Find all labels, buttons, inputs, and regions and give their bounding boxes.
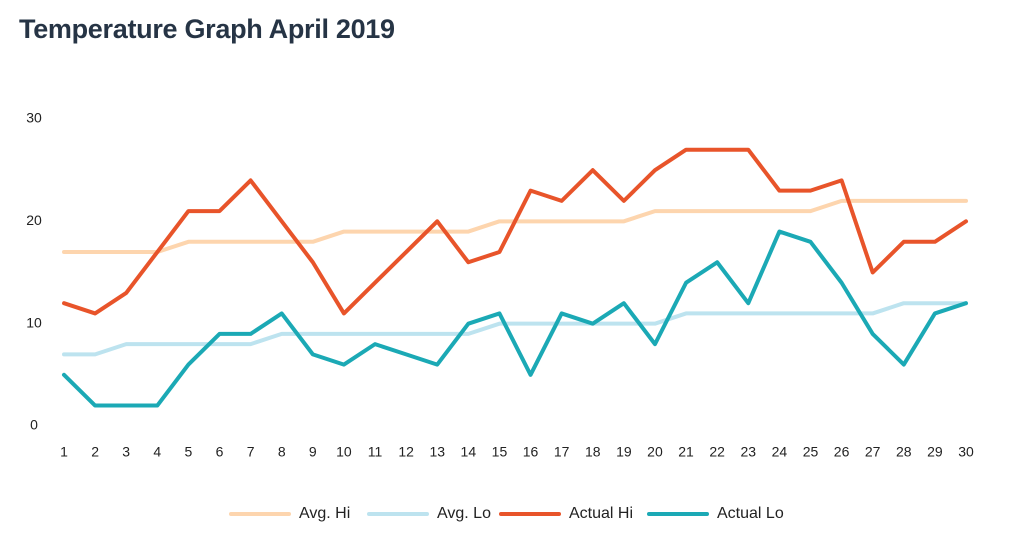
x-tick-label: 27 xyxy=(865,444,881,460)
x-tick-label: 25 xyxy=(803,444,819,460)
x-tick-label: 8 xyxy=(278,444,286,460)
x-tick-label: 2 xyxy=(91,444,99,460)
x-tick-label: 5 xyxy=(185,444,193,460)
x-tick-label: 28 xyxy=(896,444,912,460)
legend-item-actual-lo[interactable]: Actual Lo xyxy=(647,505,784,522)
legend[interactable]: Avg. Hi Avg. Lo Actual Hi Actual Lo xyxy=(229,505,784,522)
y-axis-ticks: 0 10 20 30 xyxy=(26,110,42,433)
x-tick-label: 3 xyxy=(122,444,130,460)
y-tick-label: 0 xyxy=(30,417,38,433)
x-tick-label: 10 xyxy=(336,444,352,460)
x-tick-label: 4 xyxy=(153,444,161,460)
x-tick-label: 1 xyxy=(60,444,68,460)
series-lines xyxy=(62,147,968,408)
x-tick-label: 6 xyxy=(216,444,224,460)
x-tick-label: 12 xyxy=(398,444,414,460)
series-line-actual-hi xyxy=(62,147,968,316)
series-line-actual-lo xyxy=(62,229,968,408)
x-tick-label: 13 xyxy=(429,444,445,460)
x-tick-label: 30 xyxy=(958,444,974,460)
x-tick-label: 17 xyxy=(554,444,570,460)
legend-label: Avg. Lo xyxy=(437,505,491,522)
chart-title: Temperature Graph April 2019 xyxy=(19,14,395,44)
legend-label: Actual Lo xyxy=(717,505,784,522)
x-tick-label: 14 xyxy=(461,444,477,460)
legend-label: Actual Hi xyxy=(569,505,633,522)
x-axis-ticks: 1 2 3 4 5 6 7 8 9 10 11 12 13 14 15 16 17 18 19 20 21 22 23 24 2… xyxy=(60,444,974,460)
x-tick-label: 24 xyxy=(772,444,788,460)
x-tick-label: 19 xyxy=(616,444,632,460)
series-line-avg-lo xyxy=(62,301,968,357)
x-tick-label: 22 xyxy=(709,444,725,460)
x-tick-label: 23 xyxy=(740,444,756,460)
x-tick-label: 20 xyxy=(647,444,663,460)
y-tick-label: 30 xyxy=(26,110,42,126)
x-tick-label: 26 xyxy=(834,444,850,460)
legend-label: Avg. Hi xyxy=(299,505,350,522)
legend-item-avg-hi[interactable]: Avg. Hi xyxy=(229,505,350,522)
x-tick-label: 21 xyxy=(678,444,694,460)
x-tick-label: 9 xyxy=(309,444,317,460)
y-tick-label: 10 xyxy=(26,314,42,330)
x-tick-label: 7 xyxy=(247,444,255,460)
x-tick-label: 11 xyxy=(368,444,383,460)
y-tick-label: 20 xyxy=(26,212,42,228)
legend-item-actual-hi[interactable]: Actual Hi xyxy=(499,505,633,522)
x-tick-label: 15 xyxy=(492,444,508,460)
x-tick-label: 16 xyxy=(523,444,539,460)
series-line-avg-hi xyxy=(62,198,968,255)
x-tick-label: 18 xyxy=(585,444,601,460)
legend-item-avg-lo[interactable]: Avg. Lo xyxy=(367,505,491,522)
x-tick-label: 29 xyxy=(927,444,943,460)
